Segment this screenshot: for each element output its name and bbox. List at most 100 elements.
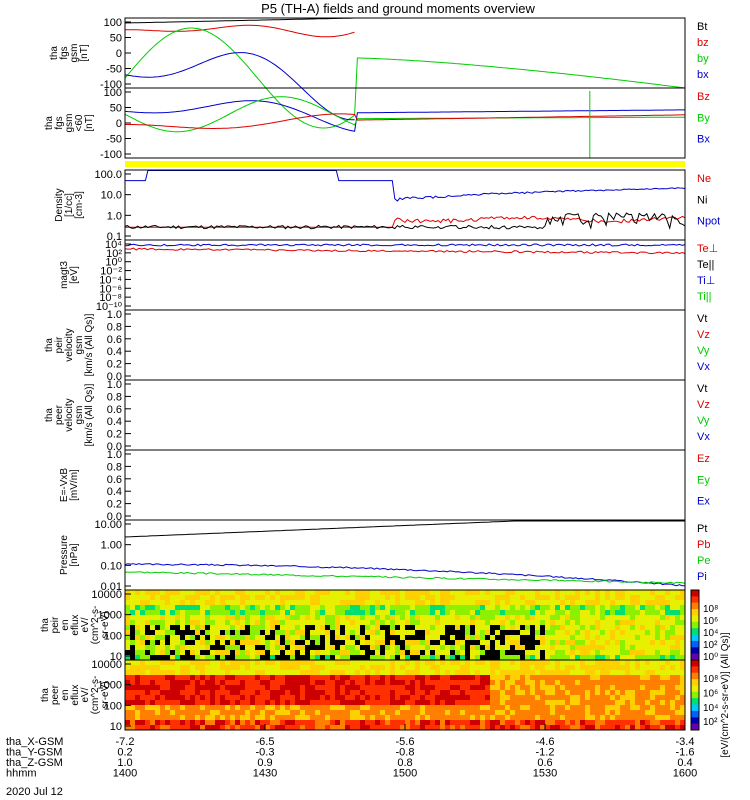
heatmap-cell [465, 650, 471, 656]
heatmap-cell [280, 600, 286, 606]
heatmap-cell [270, 590, 276, 596]
heatmap-cell [510, 715, 516, 721]
heatmap-cell [560, 680, 566, 686]
heatmap-cell [180, 645, 186, 651]
heatmap-cell [635, 720, 641, 726]
heatmap-cell [220, 695, 226, 701]
heatmap-cell [540, 645, 546, 651]
heatmap-cell [280, 650, 286, 656]
heatmap-cell [565, 635, 571, 641]
heatmap-cell [145, 710, 151, 716]
heatmap-cell [495, 635, 501, 641]
heatmap-cell [250, 705, 256, 711]
heatmap-cell [605, 715, 611, 721]
heatmap-cell [130, 640, 136, 646]
heatmap-cell [125, 700, 131, 706]
heatmap-cell [340, 670, 346, 676]
heatmap-cell [165, 610, 171, 616]
heatmap-cell [155, 685, 161, 691]
heatmap-cell [440, 650, 446, 656]
heatmap-cell [575, 685, 581, 691]
heatmap-cell [265, 660, 271, 666]
heatmap-cell [645, 595, 651, 601]
heatmap-cell [350, 700, 356, 706]
heatmap-cell [270, 725, 276, 731]
heatmap-cell [680, 615, 686, 621]
heatmap-cell [620, 590, 626, 596]
heatmap-cell [190, 600, 196, 606]
heatmap-cell [425, 700, 431, 706]
heatmap-cell [420, 595, 426, 601]
heatmap-cell [610, 610, 616, 616]
heatmap-cell [620, 600, 626, 606]
heatmap-cell [295, 705, 301, 711]
heatmap-cell [600, 720, 606, 726]
heatmap-cell [410, 655, 416, 661]
heatmap-cell [565, 630, 571, 636]
heatmap-cell [150, 625, 156, 631]
heatmap-cell [125, 615, 131, 621]
heatmap-cell [605, 630, 611, 636]
heatmap-cell [380, 640, 386, 646]
heatmap-cell [380, 675, 386, 681]
heatmap-cell [170, 715, 176, 721]
heatmap-cell [655, 655, 661, 661]
heatmap-cell [580, 635, 586, 641]
heatmap-cell [300, 675, 306, 681]
heatmap-cell [445, 600, 451, 606]
heatmap-cell [545, 720, 551, 726]
heatmap-cell [585, 675, 591, 681]
heatmap-cell [500, 705, 506, 711]
heatmap-cell [560, 595, 566, 601]
heatmap-cell [590, 710, 596, 716]
heatmap-cell [645, 660, 651, 666]
heatmap-cell [320, 700, 326, 706]
heatmap-cell [155, 600, 161, 606]
legend-entry: Vx [697, 431, 710, 443]
heatmap-cell [145, 705, 151, 711]
heatmap-cell [510, 605, 516, 611]
heatmap-cell [520, 670, 526, 676]
heatmap-cell [375, 705, 381, 711]
heatmap-cell [125, 680, 131, 686]
heatmap-cell [140, 700, 146, 706]
heatmap-cell [260, 695, 266, 701]
heatmap-cell [675, 675, 681, 681]
heatmap-cell [630, 690, 636, 696]
heatmap-cell [590, 685, 596, 691]
heatmap-cell [575, 590, 581, 596]
heatmap-cell [290, 720, 296, 726]
heatmap-cell [405, 715, 411, 721]
heatmap-cell [605, 650, 611, 656]
heatmap-cell [635, 615, 641, 621]
heatmap-cell [140, 680, 146, 686]
heatmap-cell [275, 700, 281, 706]
heatmap-cell [280, 615, 286, 621]
heatmap-cell [140, 595, 146, 601]
heatmap-cell [400, 610, 406, 616]
heatmap-cell [680, 610, 686, 616]
heatmap-cell [505, 635, 511, 641]
heatmap-cell [550, 640, 556, 646]
heatmap-cell [420, 720, 426, 726]
heatmap-cell [350, 665, 356, 671]
heatmap-cell [565, 640, 571, 646]
heatmap-cell [440, 615, 446, 621]
heatmap-cell [500, 640, 506, 646]
heatmap-cell [570, 615, 576, 621]
heatmap-cell [620, 720, 626, 726]
heatmap-cell [405, 635, 411, 641]
heatmap-cell [555, 675, 561, 681]
heatmap-cell [480, 625, 486, 631]
heatmap-cell [225, 605, 231, 611]
heatmap-cell [440, 625, 446, 631]
heatmap-cell [460, 610, 466, 616]
heatmap-cell [280, 670, 286, 676]
heatmap-cell [325, 685, 331, 691]
heatmap-cell [280, 685, 286, 691]
heatmap-cell [470, 720, 476, 726]
heatmap-cell [420, 640, 426, 646]
heatmap-cell [405, 725, 411, 731]
heatmap-cell [595, 610, 601, 616]
heatmap-cell [165, 650, 171, 656]
